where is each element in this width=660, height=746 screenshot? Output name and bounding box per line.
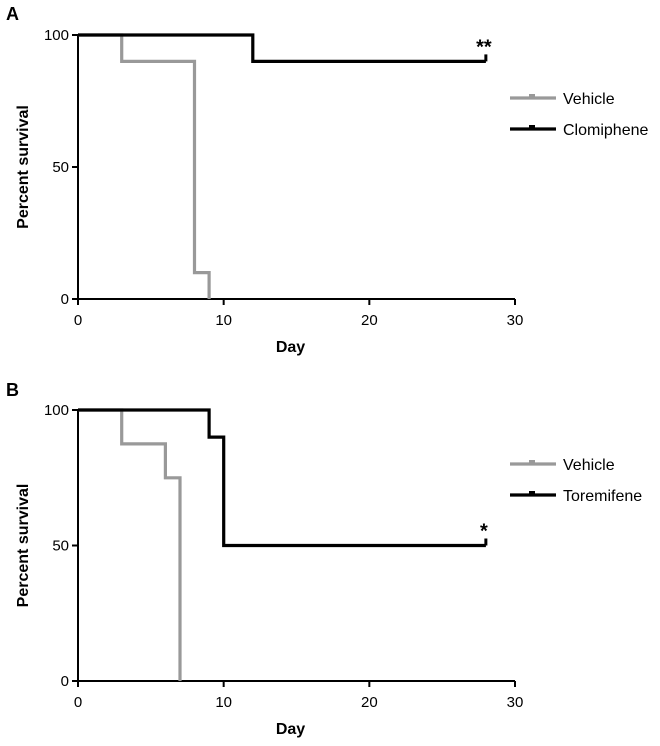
x-tick-label: 30 — [507, 312, 524, 329]
legend-label: Vehicle — [563, 91, 615, 108]
y-axis-title: Percent survival — [15, 105, 32, 229]
legend-marker — [529, 460, 535, 464]
legend-label: Vehicle — [563, 457, 615, 474]
y-tick-label: 50 — [52, 159, 69, 176]
y-tick-label: 100 — [44, 402, 69, 419]
series-line-clomiphene — [78, 33, 486, 63]
significance-marker: * — [480, 521, 488, 543]
x-tick-label: 0 — [74, 312, 82, 329]
y-tick-label: 0 — [61, 291, 69, 308]
legend-label: Toremifene — [563, 488, 642, 505]
x-tick-label: 10 — [215, 312, 232, 329]
panel-a: A 0 50 100 0 10 20 30 Day Percent survival Vehicle… — [6, 4, 648, 356]
y-tick-label: 0 — [61, 673, 69, 690]
panel-label: B — [6, 380, 19, 400]
x-axis-title: Day — [276, 721, 305, 738]
x-tick-label: 20 — [361, 694, 378, 711]
x-tick-label: 20 — [361, 312, 378, 329]
legend-marker — [529, 491, 535, 495]
legend-marker — [529, 94, 535, 98]
panel-b: B 0 50 100 0 10 20 30 Day Percent survival Vehicle… — [6, 380, 642, 738]
x-tick-label: 0 — [74, 694, 82, 711]
y-tick-label: 100 — [44, 27, 69, 44]
legend-label: Clomiphene — [563, 122, 648, 139]
y-axis-title: Percent survival — [15, 484, 32, 608]
significance-marker: ** — [476, 36, 492, 58]
legend-marker — [529, 125, 535, 129]
x-axis-title: Day — [276, 339, 305, 356]
y-tick-label: 50 — [52, 538, 69, 555]
series-line-vehicle — [78, 408, 182, 681]
x-tick-label: 10 — [215, 694, 232, 711]
x-tick-label: 30 — [507, 694, 524, 711]
series-line-toremifene — [78, 408, 486, 548]
series-line-vehicle — [78, 33, 211, 299]
panel-label: A — [6, 4, 19, 24]
